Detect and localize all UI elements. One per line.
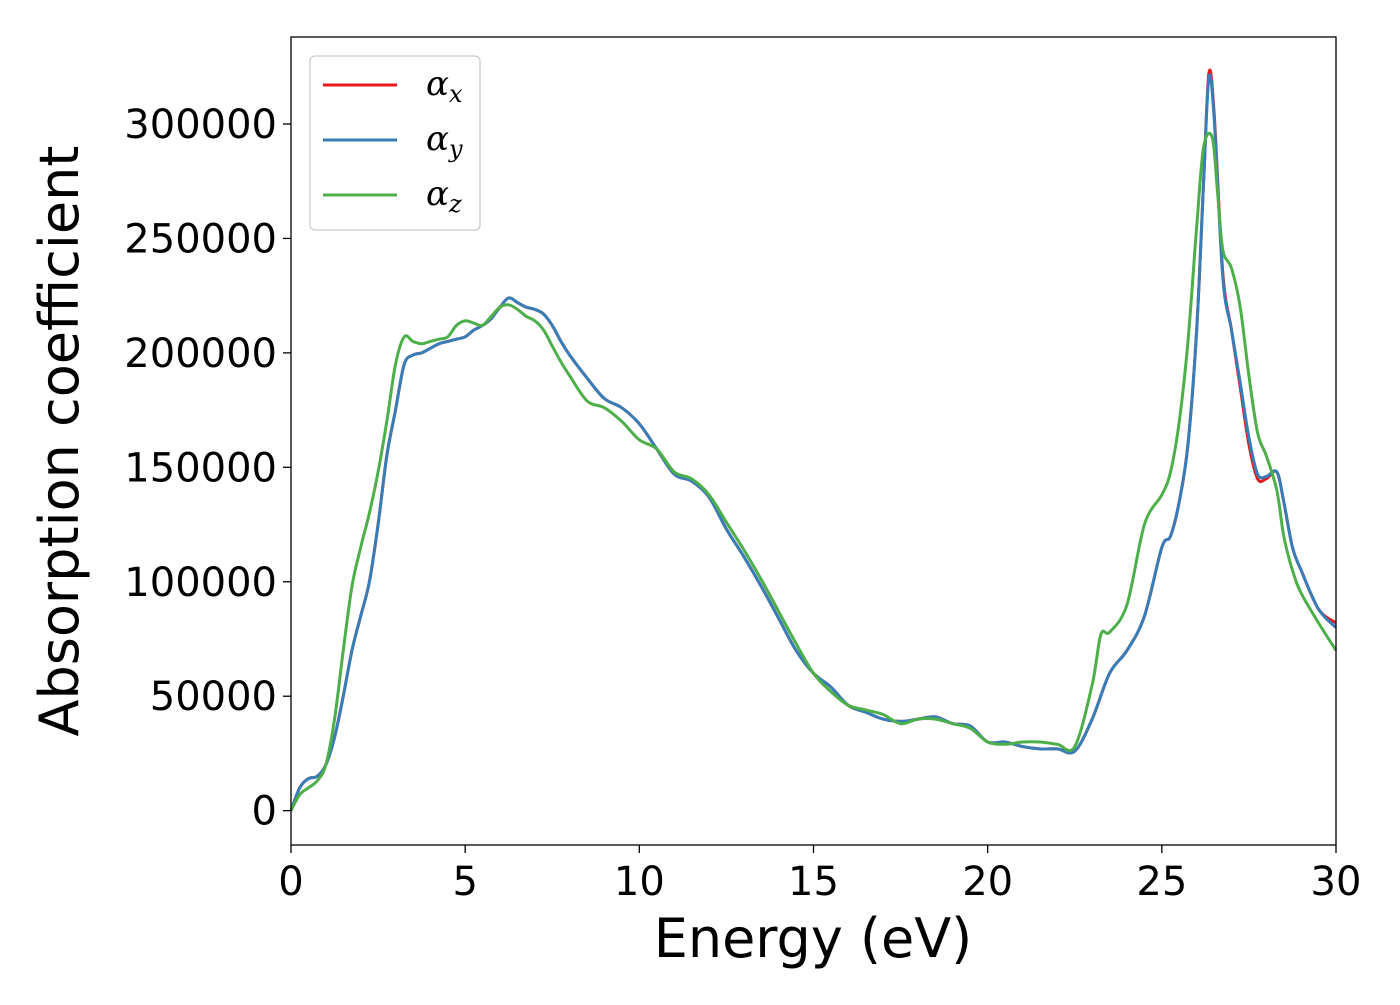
x-tick-label: 15 [788, 859, 839, 905]
y-tick-label: 250000 [124, 216, 277, 262]
y-tick-label: 200000 [124, 331, 277, 377]
x-tick-label: 30 [1311, 859, 1362, 905]
x-tick-label: 20 [962, 859, 1013, 905]
y-tick-label: 300000 [124, 102, 277, 148]
series-layer [289, 68, 1338, 812]
legend-entry-alpha-y: αy [323, 119, 463, 163]
y-axis-label: Absorption coefficient [28, 146, 91, 737]
legend-label: αx [426, 64, 463, 108]
y-tick-label: 150000 [124, 445, 277, 491]
legend-entry-alpha-z: αz [323, 174, 462, 218]
legend-items: αx αy αz [323, 64, 463, 218]
x-axis-label: Energy (eV) [654, 907, 973, 970]
legend-label: αz [426, 174, 462, 218]
x-tick-label: 5 [452, 859, 477, 905]
legend-box [309, 55, 481, 231]
series-line-alpha-z [289, 131, 1338, 812]
legend: αx αy αz [309, 55, 481, 231]
series-line-alpha-y [289, 73, 1338, 812]
x-tick-label: 10 [614, 859, 665, 905]
x-ticks: 0 5 10 15 20 25 30 [278, 845, 1361, 905]
y-ticks: 0 50000 100000 150000 200000 250000 300000 [124, 102, 291, 835]
y-tick-label: 50000 [150, 674, 277, 720]
legend-label: αy [426, 119, 463, 163]
legend-entry-alpha-x: αx [323, 64, 463, 108]
x-tick-label: 25 [1136, 859, 1187, 905]
y-tick-label: 100000 [124, 560, 277, 606]
y-tick-label: 0 [252, 789, 277, 835]
x-tick-label: 0 [278, 859, 303, 905]
